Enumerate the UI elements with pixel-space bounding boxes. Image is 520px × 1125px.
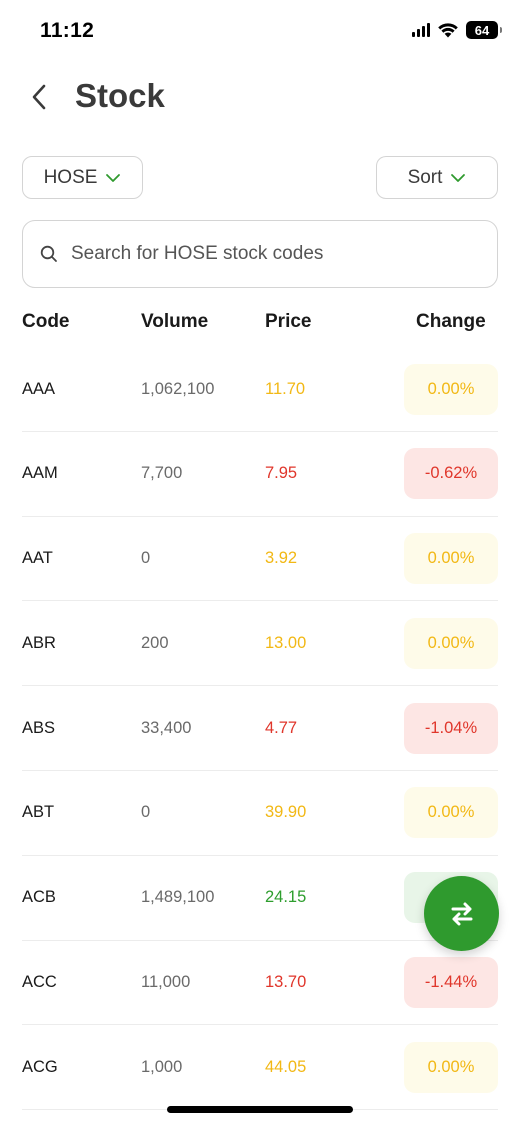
stock-volume: 200 [141, 633, 169, 652]
stock-price: 4.77 [265, 718, 298, 737]
stock-price: 7.95 [265, 464, 298, 483]
swap-fab-button[interactable] [424, 876, 499, 951]
status-bar: 11:12 64 [0, 0, 520, 60]
column-header-price[interactable]: Price [265, 311, 312, 332]
change-badge: -1.04% [404, 702, 498, 754]
cellular-signal-icon [412, 23, 430, 37]
change-badge: 0.00% [404, 1041, 498, 1093]
stock-price: 3.92 [265, 549, 298, 568]
stock-volume: 1,062,100 [141, 379, 215, 398]
table-row[interactable]: AAA 1,062,100 11.70 0.00% [22, 347, 498, 432]
table-row[interactable]: ABS 33,400 4.77 -1.04% [22, 686, 498, 771]
chevron-left-icon [32, 84, 46, 110]
column-header-change[interactable]: Change [416, 311, 486, 332]
status-icons: 64 [412, 21, 502, 39]
column-header-volume[interactable]: Volume [141, 311, 209, 332]
status-time: 11:12 [40, 19, 95, 42]
stock-price: 24.15 [265, 888, 307, 907]
table-row[interactable]: ABR 200 13.00 0.00% [22, 601, 498, 687]
stock-volume: 0 [141, 549, 151, 568]
chevron-down-icon [106, 173, 121, 182]
change-badge: 0.00% [404, 363, 498, 415]
table-row[interactable]: ACC 11,000 13.70 -1.44% [22, 941, 498, 1026]
stock-volume: 33,400 [141, 718, 192, 737]
search-icon [40, 245, 57, 262]
sort-dropdown-label: Sort [407, 166, 443, 188]
change-badge: 0.00% [404, 533, 498, 585]
stock-volume: 1,000 [141, 1057, 183, 1076]
back-button[interactable] [24, 80, 54, 114]
table-row[interactable]: ABT 0 39.90 0.00% [22, 771, 498, 856]
stock-price: 44.05 [265, 1057, 307, 1076]
stock-code: ACG [22, 1057, 58, 1076]
stock-price: 39.90 [265, 803, 307, 822]
sort-dropdown[interactable]: Sort [376, 156, 498, 199]
stock-code: ABT [22, 803, 55, 822]
change-badge: -0.62% [404, 448, 498, 500]
stock-volume: 7,700 [141, 464, 183, 483]
battery-icon: 64 [466, 21, 502, 39]
wifi-icon [438, 23, 458, 38]
stock-code: AAM [22, 464, 58, 483]
table-row[interactable]: ACG 1,000 44.05 0.00% [22, 1025, 498, 1111]
stock-code: ABS [22, 718, 56, 737]
battery-level: 64 [474, 22, 490, 38]
exchange-dropdown-label: HOSE [43, 166, 98, 188]
stock-volume: 11,000 [141, 973, 191, 992]
page-title: Stock [75, 77, 165, 114]
exchange-dropdown[interactable]: HOSE [22, 156, 143, 199]
stock-code: AAA [22, 379, 56, 398]
stock-volume: 1,489,100 [141, 888, 215, 907]
stock-list: AAA 1,062,100 11.70 0.00% AAM 7,700 7.95… [0, 347, 520, 1111]
search-box[interactable] [22, 220, 498, 288]
stock-price: 13.00 [265, 633, 307, 652]
home-indicator [167, 1106, 353, 1113]
stock-price: 13.70 [265, 973, 307, 992]
stock-code: ACB [22, 888, 56, 907]
change-badge: 0.00% [404, 787, 498, 839]
search-input[interactable] [71, 243, 471, 265]
change-badge: 0.00% [404, 617, 498, 669]
table-header: Code Volume Price Change [0, 308, 520, 336]
table-row[interactable]: AAT 0 3.92 0.00% [22, 517, 498, 602]
stock-code: AAT [22, 549, 53, 568]
change-badge: -1.44% [404, 957, 498, 1009]
stock-volume: 0 [141, 803, 151, 822]
stock-code: ABR [22, 633, 56, 652]
stock-price: 11.70 [265, 379, 306, 398]
swap-arrows-icon [451, 902, 472, 925]
column-header-code[interactable]: Code [22, 311, 70, 332]
chevron-down-icon [451, 173, 466, 182]
stock-code: ACC [22, 973, 57, 992]
table-row[interactable]: AAM 7,700 7.95 -0.62% [22, 432, 498, 517]
